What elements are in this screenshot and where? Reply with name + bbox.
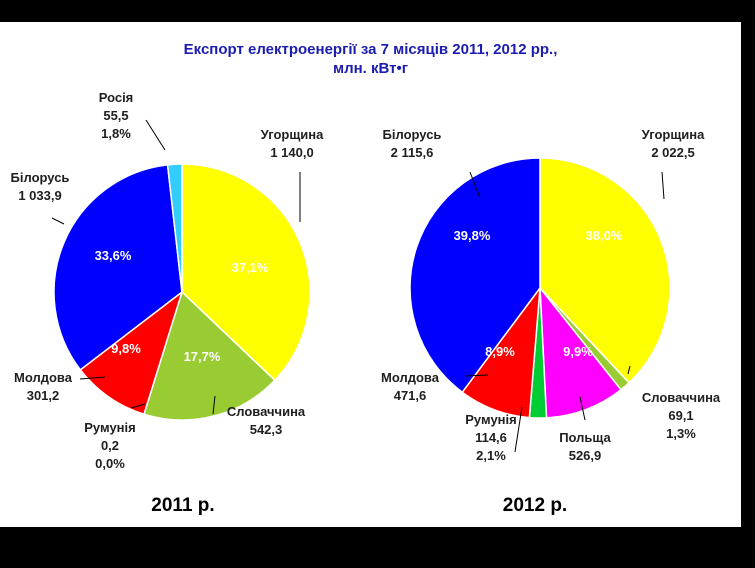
pie-2011: 37,1% 17,7% 9,8% 33,6% Угорщина 1 140,0 Словач… [11, 90, 325, 516]
pie-2012: 38,0% 9,9% 8,9% 39,8% Угорщина 2 022,5 Словачч… [381, 127, 721, 516]
chart-title-line2: млн. кВт•г [332, 60, 408, 77]
pie-2012-label-1-value: 69,1 [668, 408, 693, 423]
pie-2011-leader-4 [51, 217, 65, 225]
pie-2011-label-0-value: 1 140,0 [270, 145, 313, 160]
pie-2011-slice-4 [53, 163, 183, 371]
pie-2011-label-4-value: 1 033,9 [18, 188, 61, 203]
pie-2011-leader-5 [145, 119, 166, 151]
pie-2011-pct-label-0: 37,1% [232, 260, 269, 275]
pie-2011-slice-5 [166, 163, 183, 293]
pie-2012-label-5-name: Білорусь [383, 127, 442, 142]
pie-2012-label-2-value: 526,9 [569, 448, 602, 463]
pie-2011-slice-0 [181, 163, 311, 382]
pie-2011-label-2-value: 0,2 [101, 438, 119, 453]
pie-2011-label-2-pct: 0,0% [95, 456, 125, 471]
pie-2011-pct-label-4: 33,6% [95, 248, 132, 263]
pie-2012-leader-5 [469, 171, 481, 199]
pie-2011-label-3-value: 301,2 [27, 388, 60, 403]
pie-2012-year-caption: 2012 р. [503, 495, 567, 516]
pie-2012-label-0-value: 2 022,5 [651, 145, 694, 160]
pie-2012-slice-0 [539, 157, 671, 384]
pie-2011-label-1-value: 542,3 [250, 422, 283, 437]
pie-2012-pct-label-4: 8,9% [485, 344, 515, 359]
pie-2011-leader-2 [130, 403, 146, 409]
charts-canvas: 37,1% 17,7% 9,8% 33,6% Угорщина 1 140,0 Словач… [11, 90, 721, 516]
pie-2011-label-4-name: Білорусь [11, 170, 70, 185]
pie-2011-leader-1 [212, 395, 216, 415]
pie-2012-leader-4 [464, 374, 489, 377]
chart-title: Експорт електроенергії за 7 місяців 2011… [0, 40, 741, 78]
pie-2011-label-5-pct: 1,8% [101, 126, 131, 141]
pie-2012-label-2-name: Польща [559, 430, 611, 445]
pie-2012-label-3-pct: 2,1% [476, 448, 506, 463]
pie-2012-pct-label-2: 9,9% [563, 344, 593, 359]
pie-2011-label-3-name: Молдова [14, 370, 73, 385]
pie-2011-label-2-name: Румунія [84, 420, 135, 435]
pie-2012-label-1-name: Словаччина [642, 390, 721, 405]
chart-title-line1: Експорт електроенергії за 7 місяців 2011… [183, 41, 558, 58]
pie-2011-year-caption: 2011 р. [151, 495, 214, 516]
pie-2011-label-5-value: 55,5 [103, 108, 128, 123]
pie-2011-label-0-name: Угорщина [261, 127, 325, 142]
pie-2011-pct-label-1: 17,7% [184, 349, 221, 364]
slide: Експорт електроенергії за 7 місяців 2011… [0, 22, 741, 527]
pie-2012-slice-2 [539, 285, 623, 419]
pie-2012-label-0-name: Угорщина [642, 127, 706, 142]
pie-2012-leader-0 [661, 171, 665, 200]
pie-2012-label-1-pct: 1,3% [666, 426, 696, 441]
pie-2011-slice-1 [143, 290, 276, 421]
pie-2011-label-5-name: Росія [99, 90, 134, 105]
pie-2012-pct-label-0: 38,0% [586, 228, 623, 243]
pie-2011-pct-label-3: 9,8% [111, 341, 141, 356]
pie-2012-label-4-value: 471,6 [394, 388, 427, 403]
pie-2012-slice-5 [409, 157, 541, 394]
pie-2011-label-1-name: Словаччина [227, 404, 306, 419]
pie-2011-leader-3 [79, 376, 106, 380]
pie-2012-label-4-name: Молдова [381, 370, 440, 385]
pie-2012-leader-2 [579, 396, 586, 421]
pie-2012-leader-1 [627, 365, 631, 375]
pie-2012-leader-3 [514, 406, 523, 453]
pie-2011-slice-3 [79, 289, 184, 416]
pie-2012-label-5-value: 2 115,6 [391, 145, 434, 160]
pie-2012-label-3-value: 114,6 [475, 430, 507, 445]
pie-2012-pct-label-5: 39,8% [454, 228, 491, 243]
pie-2012-label-3-name: Румунія [465, 412, 516, 427]
